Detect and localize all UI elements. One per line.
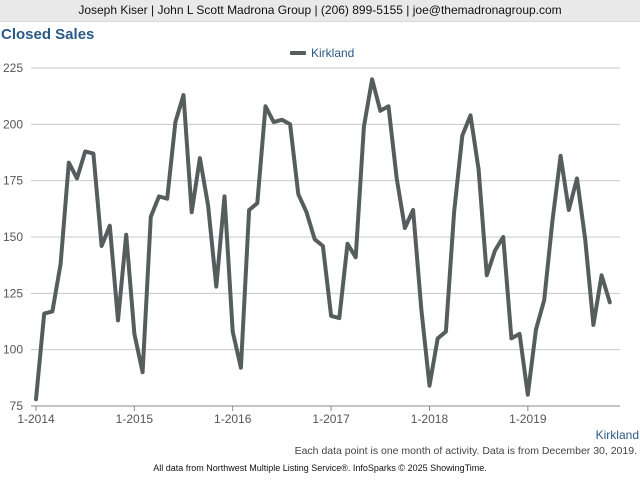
y-tick-label: 100 xyxy=(3,343,23,357)
x-tick-label: 1-2017 xyxy=(312,412,350,426)
y-tick-label: 225 xyxy=(3,61,23,75)
x-tick-labels: 1-2014 1-2015 1-2016 1-2017 1-2018 1-2019 xyxy=(17,412,547,426)
x-tick-label: 1-2018 xyxy=(411,412,449,426)
chart-title: Closed Sales xyxy=(1,26,95,43)
y-tick-label: 200 xyxy=(3,117,23,131)
x-tick-label: 1-2016 xyxy=(214,412,252,426)
x-tick-label: 1-2015 xyxy=(116,412,154,426)
series-lines xyxy=(34,77,612,402)
y-tick-label: 75 xyxy=(10,399,24,413)
x-tick-label: 1-2014 xyxy=(17,412,55,426)
axes xyxy=(31,405,620,411)
legend: Kirkland xyxy=(290,46,354,60)
contact-header: Joseph Kiser | John L Scott Madrona Grou… xyxy=(0,0,640,22)
series-line-kirkland xyxy=(34,77,612,402)
x-tick-label: 1-2019 xyxy=(509,412,547,426)
y-tick-label: 125 xyxy=(3,286,23,300)
legend-swatch xyxy=(290,51,306,55)
series-name-label: Kirkland xyxy=(595,428,639,442)
y-tick-label: 175 xyxy=(3,174,23,188)
y-tick-label: 150 xyxy=(3,230,23,244)
footer-credit: All data from Northwest Multiple Listing… xyxy=(153,463,487,473)
y-tick-labels: 75 100 125 150 175 200 225 xyxy=(3,61,23,413)
data-note: Each data point is one month of activity… xyxy=(294,445,637,457)
legend-label: Kirkland xyxy=(311,46,355,60)
